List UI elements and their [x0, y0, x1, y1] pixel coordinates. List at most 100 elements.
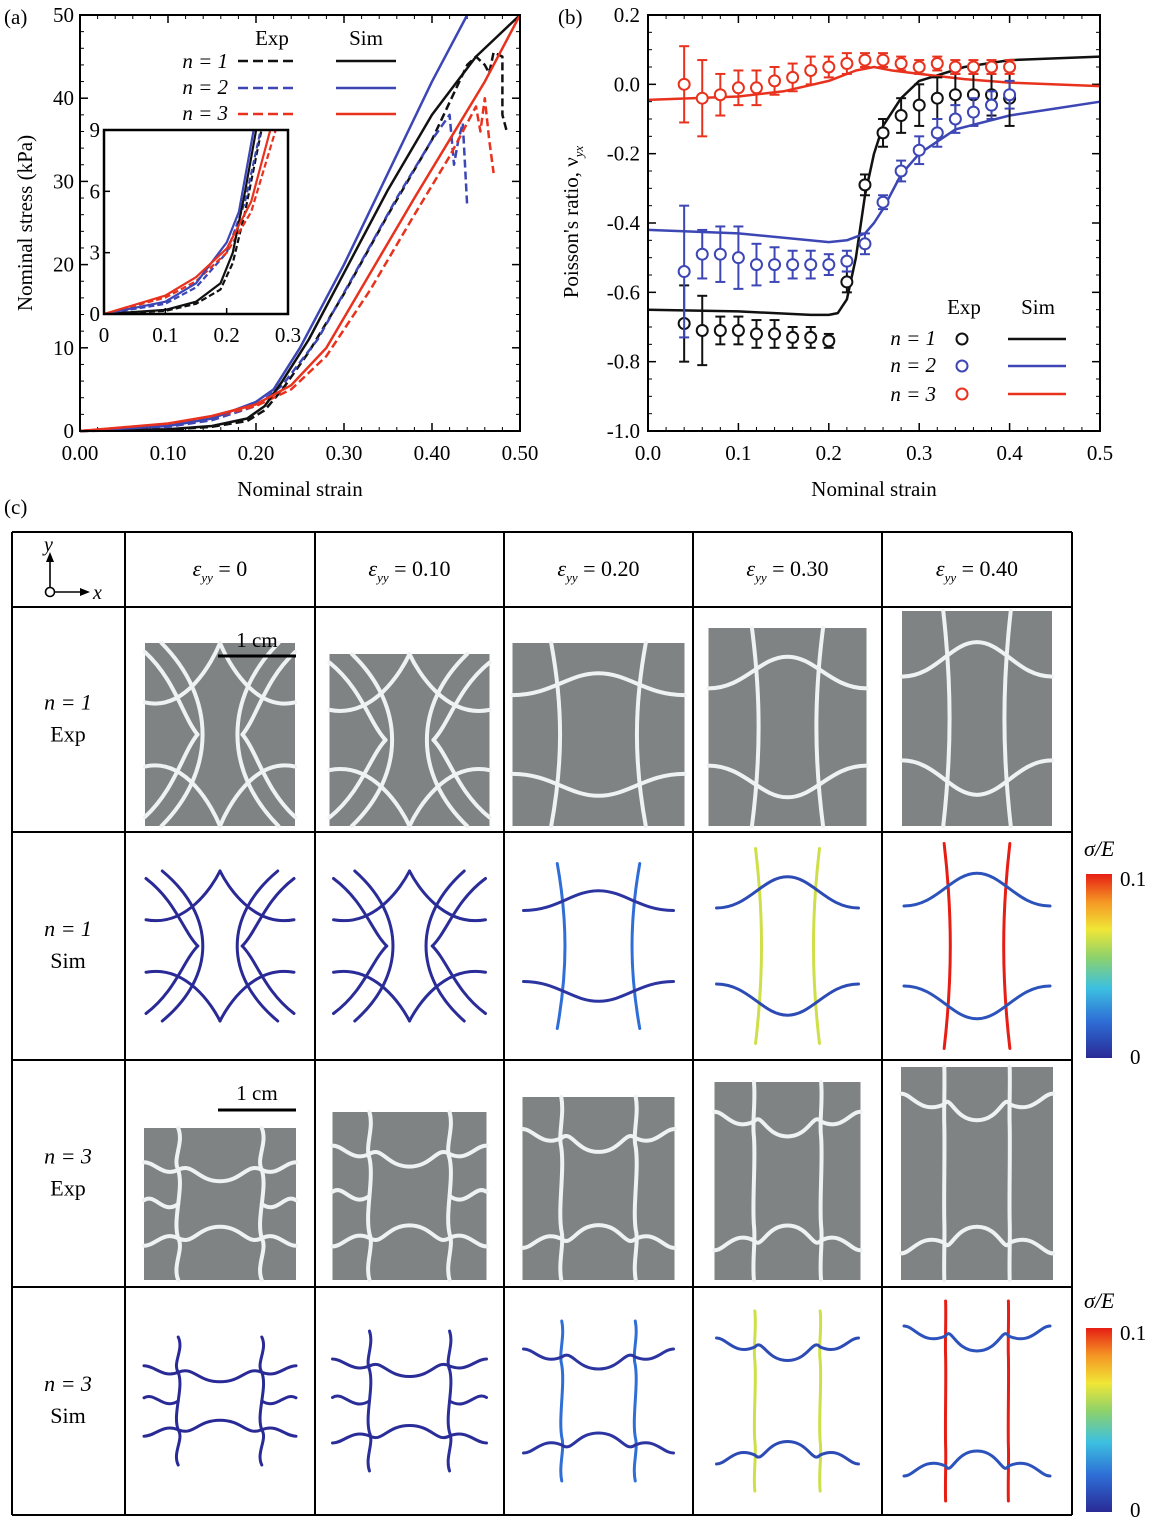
inset-xtick-label: 0 — [99, 323, 110, 347]
marker — [858, 237, 872, 251]
chart-b-point-n1 — [876, 118, 890, 148]
sim-strut — [240, 877, 296, 948]
chart-b-point-n3 — [822, 55, 836, 79]
chart-b-point-n1 — [749, 319, 763, 349]
photo-strut — [814, 626, 826, 828]
chart-b-line-sim-n3 — [647, 65, 1101, 102]
colorbar-2-min: 0 — [1130, 1498, 1141, 1521]
marker — [894, 109, 908, 123]
marker — [822, 60, 836, 74]
chart-b-ytick-label: -0.2 — [607, 142, 640, 166]
photo-strut — [712, 1223, 863, 1253]
photo-struts — [510, 641, 687, 828]
colorbar-2-max: 0.1 — [1120, 1321, 1146, 1345]
inset-tick-labels: 0 0.1 0.2 0.3 0 3 6 9 — [90, 118, 302, 347]
legend-a-row-2: n = 2 — [182, 75, 228, 99]
column-header-1: εyy = 0.10 — [368, 556, 450, 585]
chart-b-point-n3 — [912, 59, 926, 75]
marker — [731, 251, 745, 265]
photo-strut — [751, 1080, 757, 1282]
exp-photo-n1-col1 — [327, 652, 492, 828]
chart-b-xtick-label: 0.3 — [906, 441, 932, 465]
chart-a-line-sim-n2 — [79, 14, 469, 433]
row-header-line2: Exp — [50, 1176, 85, 1201]
marker — [786, 330, 800, 344]
row-header-line1: n = 3 — [44, 1144, 92, 1169]
photo-strut — [142, 1160, 298, 1184]
sim-strut — [332, 944, 389, 1015]
exp-photo-n3-col1 — [330, 1110, 489, 1282]
axis-y-label: y — [42, 534, 53, 556]
sim-strut — [942, 842, 952, 1050]
marker — [930, 57, 944, 71]
chart-a-ytick-label: 10 — [53, 336, 74, 360]
marker — [840, 254, 854, 268]
chart-b-xtick-label: 0.0 — [635, 441, 661, 465]
marker — [876, 53, 890, 67]
photo-strut — [327, 652, 412, 713]
row-header-line1: n = 1 — [44, 690, 92, 715]
photo-strut — [706, 654, 869, 691]
colorbar-1-gradient — [1086, 874, 1112, 1058]
photo-strut — [327, 660, 388, 742]
photo-strut — [520, 1223, 677, 1250]
inset-frame — [102, 128, 290, 316]
marker — [786, 70, 800, 84]
sim-strut — [144, 877, 200, 948]
photo-strut — [818, 1080, 824, 1282]
column-headers: εyy = 0 εyy = 0.10 εyy = 0.20 εyy = 0.30 εyy… — [193, 556, 1018, 585]
panel-label-c: (c) — [4, 495, 27, 519]
photo-strut — [349, 652, 394, 828]
photo-strut — [240, 650, 297, 737]
marker — [768, 327, 782, 341]
inset-line-sim-n1 — [104, 130, 258, 314]
marker — [985, 60, 999, 74]
marker — [930, 126, 944, 140]
chart-a-line-exp-n3 — [79, 96, 495, 433]
axes-glyph: y x — [42, 534, 102, 604]
scale-bar-1: 1 cm — [218, 628, 296, 658]
sim-strut — [430, 944, 487, 1015]
photo-strut — [159, 641, 205, 828]
chart-b-point-n2 — [930, 118, 944, 148]
chart-a-frame — [79, 14, 521, 432]
inset-line-sim-n3 — [104, 130, 272, 314]
chart-b-point-n1 — [894, 97, 908, 134]
marker — [912, 60, 926, 74]
sim-strut — [332, 877, 389, 948]
chart-a-ytick-label: 20 — [53, 253, 74, 277]
marker — [804, 330, 818, 344]
scale-bar-2: 1 cm — [218, 1081, 296, 1112]
chart-a-ytick-label: 0 — [64, 419, 75, 443]
sim-n3-col0 — [142, 1335, 298, 1467]
photo-background — [329, 654, 490, 826]
marker — [768, 74, 782, 88]
sim-strut — [144, 869, 222, 923]
sim-strut — [142, 1418, 298, 1438]
sim-n3-col1 — [331, 1329, 488, 1473]
chart-b-point-n3 — [966, 59, 980, 75]
photo-strut — [407, 767, 492, 828]
marker — [713, 88, 727, 102]
row-header-line2: Sim — [50, 1403, 85, 1428]
marker — [749, 258, 763, 272]
chart-b-ylabel: Poisson's ratio, νyx — [559, 145, 586, 298]
photo-background — [144, 1128, 296, 1280]
sim-strut — [522, 979, 675, 1003]
marker — [840, 275, 854, 289]
chart-b-point-n1 — [840, 270, 854, 294]
sim-strut — [1002, 842, 1012, 1050]
inset-xtick-label: 0.3 — [275, 323, 301, 347]
marker — [894, 57, 908, 71]
row-header-line1: n = 1 — [44, 916, 92, 941]
photo-strut — [327, 767, 412, 828]
row-header-line2: Sim — [50, 948, 85, 973]
photo-strut — [431, 738, 492, 820]
legend-b-header-sim: Sim — [1021, 295, 1055, 319]
colorbar-1: σ/E 0.1 0 — [1084, 836, 1146, 1069]
sim-strut — [632, 1319, 638, 1483]
sim-strut — [240, 944, 296, 1015]
marker — [695, 91, 709, 105]
chart-b-point-n3 — [786, 62, 800, 93]
